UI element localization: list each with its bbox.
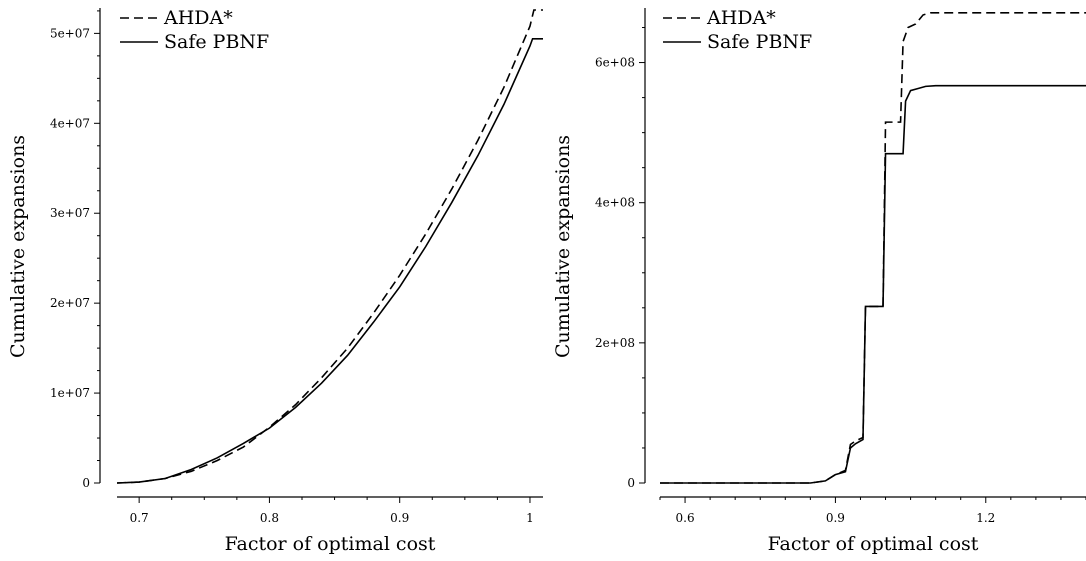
x-axis-label: Factor of optimal cost	[768, 533, 979, 555]
x-tick-label: 1.2	[976, 511, 995, 525]
x-axis-label: Factor of optimal cost	[225, 533, 436, 555]
series-line-safe-pbnf	[660, 84, 1086, 484]
y-tick-label: 2e+07	[50, 296, 90, 310]
x-tick-label: 1	[526, 511, 534, 525]
y-tick-label: 0	[82, 476, 90, 490]
y-tick-label: 6e+08	[595, 56, 635, 70]
y-tick-label: 1e+07	[50, 386, 90, 400]
y-tick-label: 4e+08	[595, 196, 635, 210]
series-line-ahda	[116, 9, 543, 484]
legend-label: Safe PBNF	[164, 31, 269, 53]
y-axis-label: Cumulative expansions	[7, 135, 29, 358]
legend-label: AHDA*	[706, 7, 776, 29]
left-chart: 0 1e+07 2e+07 3e+07 4e+07 5e+07 0.7 0.8 0.9 1 Fact…	[7, 7, 543, 555]
y-tick-label: 2e+08	[595, 336, 635, 350]
y-tick-label: 3e+07	[50, 206, 90, 220]
legend-label: Safe PBNF	[707, 31, 812, 53]
right-chart: 0 2e+08 4e+08 6e+08 0.6 0.9 1.2 Factor of optim…	[552, 7, 1086, 555]
series-line-ahda	[660, 12, 1086, 484]
x-tick-label: 0.8	[260, 511, 279, 525]
x-tick-label: 0.6	[676, 511, 695, 525]
y-tick-label: 5e+07	[50, 26, 90, 40]
legend-label: AHDA*	[163, 7, 233, 29]
series-line-safe-pbnf	[116, 37, 543, 484]
x-tick-label: 0.7	[130, 511, 149, 525]
y-tick-label: 4e+07	[50, 116, 90, 130]
x-tick-label: 0.9	[826, 511, 845, 525]
y-tick-label: 0	[627, 476, 635, 490]
y-axis-label: Cumulative expansions	[552, 135, 574, 358]
x-tick-label: 0.9	[390, 511, 409, 525]
